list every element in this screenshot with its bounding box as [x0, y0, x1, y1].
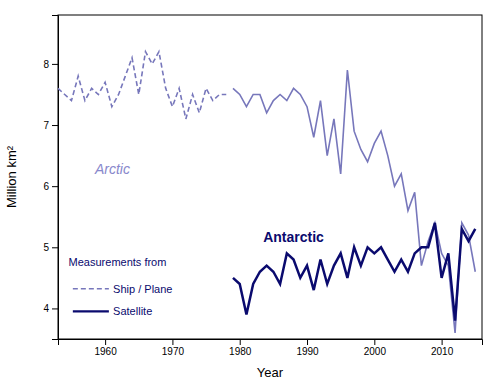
y-tick-label: 7 — [43, 120, 49, 131]
x-tick: 1960 — [94, 339, 117, 357]
y-tick-mark — [52, 64, 58, 65]
legend-key — [73, 288, 109, 290]
x-tick-mark — [442, 339, 443, 345]
x-tick-mark — [240, 339, 241, 345]
x-tick-mark — [172, 339, 173, 345]
y-axis: 4 5 6 7 8 — [43, 16, 58, 340]
y-tick-label: 4 — [43, 303, 49, 314]
antarctic-label: Antarctic — [263, 229, 324, 245]
y-tick-mark — [52, 125, 58, 126]
plot: 1960 1970 1980 1990 2000 2010 4 5 6 7 8 Arctic Antar… — [43, 15, 482, 357]
x-tick-label: 2010 — [431, 346, 454, 357]
y-axis-line — [52, 16, 59, 340]
legend-entry: Satellite — [113, 305, 152, 317]
x-tick-label: 1980 — [229, 346, 252, 357]
x-axis-title: Year — [257, 365, 284, 380]
x-axis: 1960 1970 1980 1990 2000 2010 — [59, 339, 483, 357]
x-tick-mark — [105, 339, 106, 345]
lines — [58, 52, 475, 333]
x-tick: 2000 — [364, 339, 387, 357]
y-tick: 8 — [43, 59, 58, 70]
x-tick-label: 2000 — [364, 346, 387, 357]
y-tick: 6 — [43, 181, 58, 192]
arctic-label: Arctic — [94, 161, 130, 177]
x-tick-label: 1990 — [296, 346, 319, 357]
x-tick: 1980 — [229, 339, 252, 357]
y-tick-mark — [52, 186, 58, 187]
annotations: Arctic Antarctic Measurements from Ship / P… — [69, 161, 325, 318]
y-axis-title: Million km² — [4, 145, 19, 208]
x-tick: 2010 — [431, 339, 454, 357]
x-tick-label: 1970 — [162, 346, 185, 357]
series-line — [58, 52, 226, 119]
y-tick-label: 8 — [43, 59, 49, 70]
y-tick: 5 — [43, 242, 58, 253]
x-axis-line — [59, 340, 483, 346]
legend-title: Measurements from — [69, 256, 167, 268]
legend-key — [73, 310, 109, 312]
y-tick-mark — [52, 247, 58, 248]
chart: 1960 1970 1980 1990 2000 2010 4 5 6 7 8 Arctic Antar… — [0, 0, 500, 385]
series-line — [233, 70, 475, 333]
y-tick: 4 — [43, 303, 58, 314]
y-tick-label: 6 — [43, 181, 49, 192]
y-tick: 7 — [43, 120, 58, 131]
x-tick: 1970 — [162, 339, 185, 357]
x-tick-mark — [307, 339, 308, 345]
x-tick-label: 1960 — [94, 346, 117, 357]
series-line — [233, 223, 475, 321]
plot-frame — [58, 15, 482, 339]
legend-entry: Ship / Plane — [113, 283, 172, 295]
x-tick-mark — [374, 339, 375, 345]
y-tick-label: 5 — [43, 242, 49, 253]
x-tick: 1990 — [296, 339, 319, 357]
y-tick-mark — [52, 308, 58, 309]
